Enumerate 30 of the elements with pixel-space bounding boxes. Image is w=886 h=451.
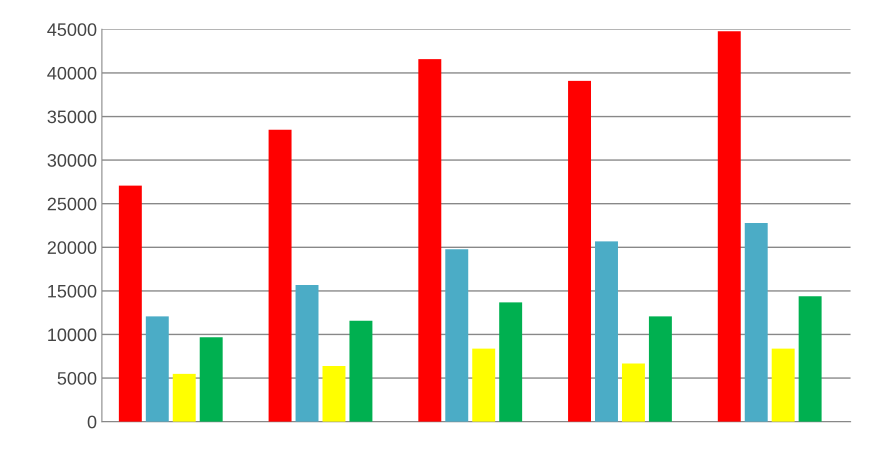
bar <box>744 223 768 422</box>
bar <box>622 363 645 422</box>
y-tick-label: 5000 <box>58 372 96 385</box>
y-tick-label: 45000 <box>47 23 96 36</box>
bar <box>296 284 318 422</box>
bar <box>718 31 741 422</box>
bar <box>445 249 468 422</box>
bar <box>472 348 496 422</box>
bar <box>200 337 223 422</box>
bar <box>568 80 592 422</box>
bar <box>322 366 346 422</box>
bar <box>172 374 196 422</box>
y-tick-label: 35000 <box>48 110 96 124</box>
bar <box>146 316 169 422</box>
bar <box>418 59 442 422</box>
y-tick-label: 25000 <box>48 198 96 210</box>
bar <box>349 320 372 422</box>
bar <box>268 130 292 422</box>
y-tick-label: 20000 <box>48 241 96 254</box>
bar <box>595 241 618 422</box>
bar <box>499 302 522 422</box>
bar <box>772 348 795 422</box>
bar <box>118 186 142 422</box>
y-tick-label: 0 <box>88 416 96 428</box>
y-tick-label: 10000 <box>48 328 96 342</box>
y-tick-label: 15000 <box>48 284 96 298</box>
y-tick-label: 40000 <box>47 66 96 80</box>
y-tick-label: 30000 <box>48 154 96 167</box>
bar <box>798 296 822 422</box>
bar <box>648 316 672 422</box>
